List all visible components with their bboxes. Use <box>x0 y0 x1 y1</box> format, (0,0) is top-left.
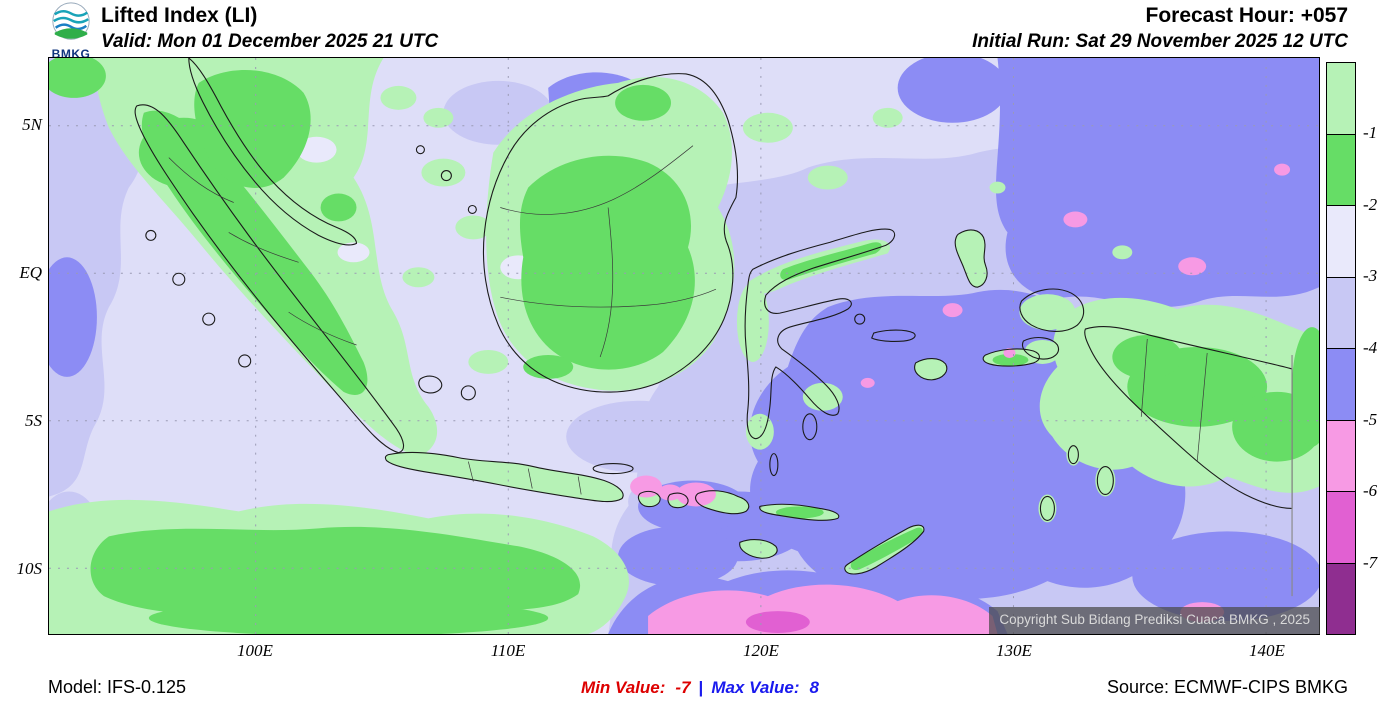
page-title: Lifted Index (LI) <box>101 4 258 27</box>
legend-swatch-4 <box>1327 277 1355 349</box>
legend-swatch-1 <box>1327 63 1355 135</box>
lon-label-130e: 130E <box>996 641 1032 660</box>
legend-label-m2: -2 <box>1363 195 1378 214</box>
lat-label-5n: 5N <box>22 115 42 134</box>
forecast-hour-label: Forecast Hour: +057 <box>1145 4 1349 27</box>
lat-label-eq: EQ <box>19 263 42 282</box>
coastline-layer <box>134 58 1293 575</box>
legend-swatch-2 <box>1327 134 1355 206</box>
legend-label-m3: -3 <box>1363 266 1378 285</box>
bmkg-logo-icon <box>52 2 90 40</box>
li-map: Copyright Sub Bidang Prediksi Cuaca BMKG… <box>48 57 1320 635</box>
graticule-layer <box>49 58 1319 634</box>
min-value-label: Min Value: <box>581 678 666 697</box>
max-value-label: Max Value: <box>711 678 800 697</box>
min-value: -7 <box>675 678 691 697</box>
minmax-separator: | <box>698 678 704 697</box>
legend-label-m6: -6 <box>1363 481 1378 500</box>
lon-label-140e: 140E <box>1249 641 1285 660</box>
lon-label-100e: 100E <box>237 641 273 660</box>
legend-swatch-6 <box>1327 420 1355 492</box>
lon-label-110e: 110E <box>490 641 526 660</box>
li-shading-layer <box>49 58 1319 634</box>
initial-run-label: Initial Run: Sat 29 November 2025 12 UTC <box>972 31 1348 52</box>
source-label: Source: ECMWF-CIPS BMKG <box>1106 677 1348 697</box>
lat-label-10s: 10S <box>16 559 43 578</box>
max-value: 8 <box>809 678 819 697</box>
admin-boundary-layer <box>168 145 1293 597</box>
legend-swatch-7 <box>1327 492 1355 564</box>
legend-label-m1: -1 <box>1363 123 1378 142</box>
li-map-canvas <box>49 58 1319 634</box>
model-label: Model: IFS-0.125 <box>48 677 187 697</box>
legend-label-m4: -4 <box>1363 338 1378 357</box>
lat-label-5s: 5S <box>25 411 42 430</box>
li-color-scale <box>1326 62 1356 635</box>
legend-label-m7: -7 <box>1363 553 1378 572</box>
legend-swatch-5 <box>1327 349 1355 421</box>
legend-swatch-3 <box>1327 206 1355 278</box>
legend-label-m5: -5 <box>1363 410 1378 429</box>
copyright-overlay: Copyright Sub Bidang Prediksi Cuaca BMKG… <box>989 607 1320 634</box>
legend-swatch-8 <box>1327 563 1355 634</box>
bmkg-logo: BMKG <box>46 1 96 61</box>
minmax-values: Min Value: -7 | Max Value: 8 <box>0 678 1400 698</box>
lon-label-120e: 120E <box>743 641 779 660</box>
valid-time-label: Valid: Mon 01 December 2025 21 UTC <box>101 31 439 52</box>
